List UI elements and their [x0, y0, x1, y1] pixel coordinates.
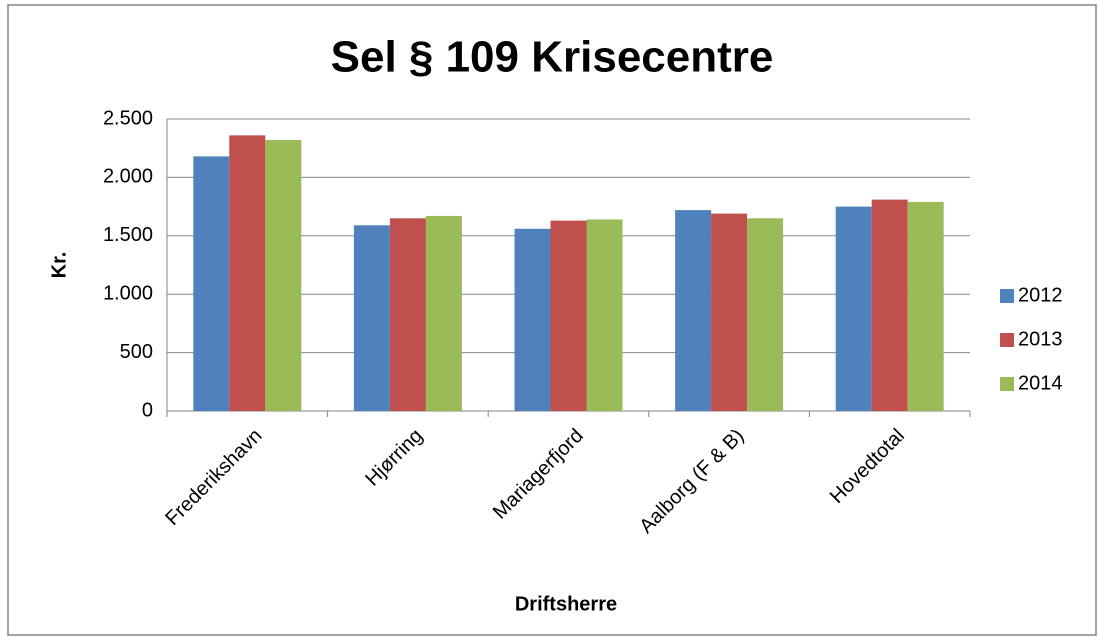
- y-tick-label: 0: [142, 399, 153, 421]
- legend-label: 2012: [1018, 284, 1063, 306]
- bar: [193, 156, 230, 411]
- bar: [425, 215, 462, 411]
- legend-swatch: [1000, 333, 1014, 347]
- bar: [265, 140, 302, 412]
- bar: [871, 199, 908, 411]
- bar: [550, 220, 587, 411]
- bar: [353, 225, 390, 411]
- legend-label: 2013: [1018, 328, 1063, 350]
- y-tick-label: 1.000: [103, 282, 153, 304]
- bar: [835, 206, 872, 411]
- chart-title: Sel § 109 Krisecentre: [331, 33, 774, 82]
- y-tick-label: 2.000: [103, 166, 153, 188]
- bar: [711, 213, 748, 411]
- y-axis-title: Kr.: [48, 252, 70, 279]
- bar: [907, 201, 944, 411]
- y-tick-label: 2.500: [103, 107, 153, 129]
- bar: [675, 210, 712, 411]
- legend-label: 2014: [1018, 372, 1063, 394]
- y-tick-label: 500: [120, 341, 153, 363]
- legend-swatch: [1000, 377, 1014, 391]
- bar: [389, 218, 426, 411]
- legend-swatch: [1000, 289, 1014, 303]
- bar: [229, 135, 266, 412]
- x-axis-title: Driftsherre: [515, 593, 617, 615]
- y-tick-label: 1.500: [103, 224, 153, 246]
- bar: [747, 218, 784, 411]
- bar: [586, 219, 623, 411]
- bar: [514, 228, 551, 411]
